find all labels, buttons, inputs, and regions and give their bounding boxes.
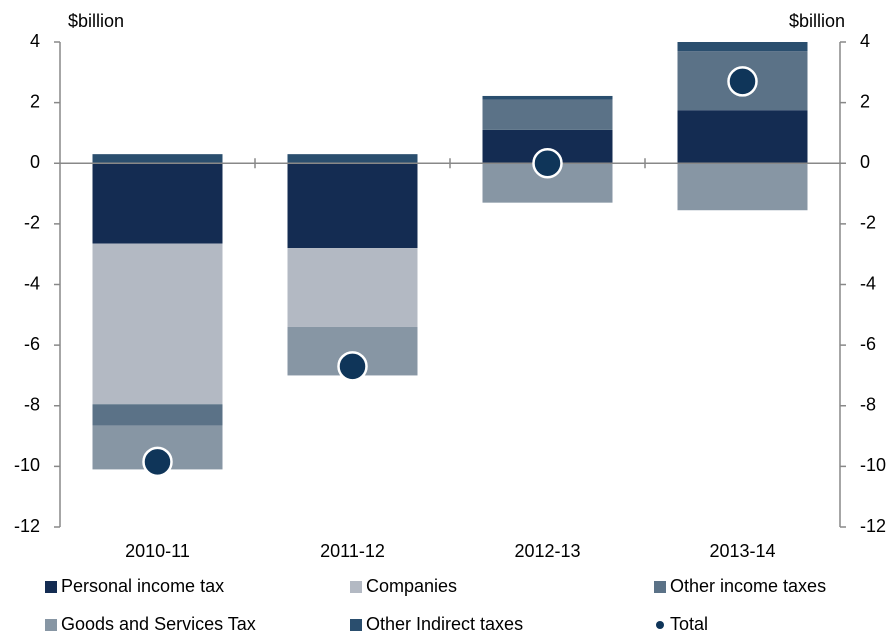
y-tick-label: 4 [30,31,40,51]
x-tick-label: 2011-12 [320,541,385,561]
legend-marker [350,619,362,631]
legend-label: Other Indirect taxes [366,614,523,634]
y2-tick-label: -8 [860,395,876,415]
total-marker [337,351,368,382]
y2-tick-label: 2 [860,91,870,111]
y-tick-label: 2 [30,91,40,111]
y2-tick-label: 0 [860,152,870,172]
bar-segment [677,110,808,164]
legend-label: Other income taxes [670,576,826,596]
y2-tick-label: -2 [860,213,876,233]
y-tick-label: 0 [30,152,40,172]
y2-tick-label: -6 [860,334,876,354]
y-tick-label: -2 [24,213,40,233]
y-tick-label: -10 [14,455,40,475]
bar-segment [287,248,418,327]
legend-marker [45,581,57,593]
y-tick-label: -4 [24,273,40,293]
total-marker [142,446,173,478]
y-axis-label: $billion [68,11,124,31]
legend-label: Goods and Services Tax [61,614,256,634]
total-marker [532,148,563,179]
y-tick-label: -8 [24,395,40,415]
bar-segment [92,163,223,244]
y2-axis-label: $billion [789,11,845,31]
legend-marker [654,581,666,593]
bar-segment [677,42,808,52]
x-tick-label: 2010-11 [125,541,190,561]
bar-segment [287,154,418,164]
legend-marker [350,581,362,593]
y2-tick-label: -10 [860,455,886,475]
y2-tick-label: -4 [860,273,876,293]
bar-segment [482,95,613,100]
x-tick-label: 2013-14 [709,541,775,561]
bar-segment [92,243,223,405]
total-marker [727,66,758,97]
legend-label: Companies [366,576,457,596]
bar-segment [677,163,808,211]
legend-label: Personal income tax [61,576,224,596]
y-tick-label: -12 [14,516,40,536]
bar-segment [92,154,223,164]
x-tick-label: 2012-13 [514,541,580,561]
legend-label: Total [670,614,708,634]
bar-segment [287,163,418,249]
y-tick-label: -6 [24,334,40,354]
bar-segment [92,404,223,426]
bar-segment [482,99,613,130]
legend-marker [656,621,664,629]
y2-tick-label: 4 [860,31,870,51]
legend-marker [45,619,57,631]
y2-tick-label: -12 [860,516,886,536]
